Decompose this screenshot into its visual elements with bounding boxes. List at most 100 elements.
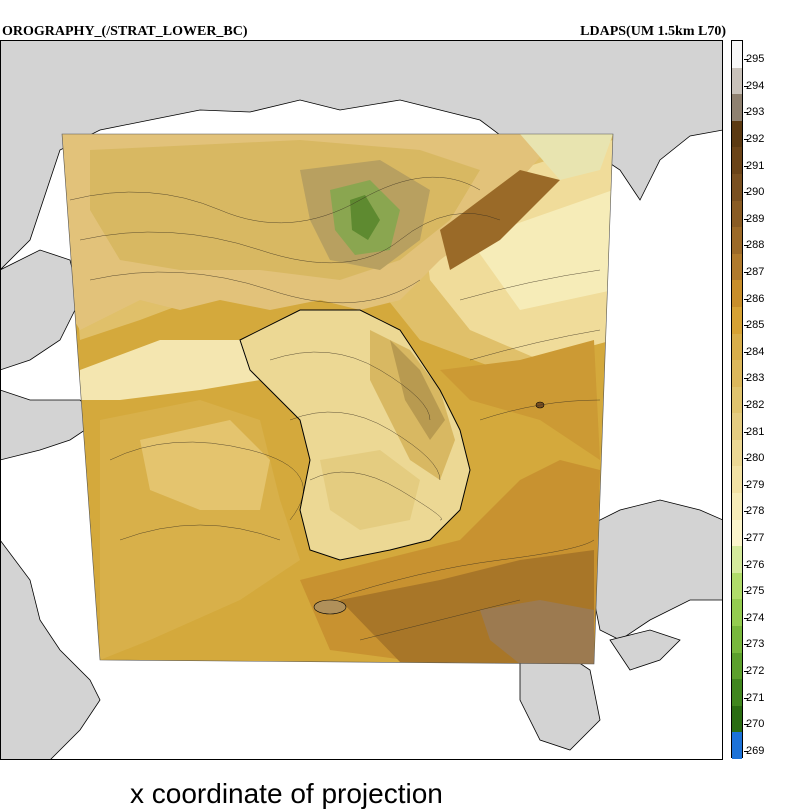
map-panel	[0, 40, 723, 760]
jeju-island	[313, 599, 347, 615]
colorbar-tick	[744, 165, 748, 167]
colorbar-segment	[732, 333, 742, 361]
land-outside-domain	[0, 40, 723, 760]
colorbar-tick	[744, 724, 748, 726]
colorbar-segment	[732, 546, 742, 574]
colorbar-segment	[732, 360, 742, 388]
contour-line	[109, 441, 304, 521]
west-bay-shade	[80, 340, 260, 400]
colorbar-tick	[744, 298, 748, 300]
colorbar-segment	[732, 386, 742, 414]
colorbar-label: 284	[746, 345, 765, 358]
model-domain	[62, 134, 613, 664]
contour-line	[329, 539, 595, 601]
colorbar-label: 280	[746, 452, 765, 465]
colorbar-tick	[744, 245, 748, 247]
colorbar-label: 289	[746, 212, 765, 225]
colorbar-tick	[744, 484, 748, 486]
colorbar-label: 287	[746, 266, 765, 279]
colorbar-tick	[744, 272, 748, 274]
colorbar-label: 293	[746, 106, 765, 119]
east-sea-south-shade	[440, 340, 600, 460]
northeast-corner	[520, 134, 613, 180]
contour-line	[359, 599, 521, 641]
colorbar-label: 279	[746, 478, 765, 491]
colorbar-tick	[744, 112, 748, 114]
colorbar-label: 281	[746, 425, 765, 438]
honshu-land	[579, 499, 723, 641]
shikoku-land	[609, 629, 681, 671]
kyushu-domain	[480, 600, 594, 664]
colorbar-tick	[744, 670, 748, 672]
colorbar-segment	[732, 120, 742, 148]
colorbar-segment	[732, 493, 742, 521]
colorbar-tick	[744, 591, 748, 593]
colorbar-label: 291	[746, 159, 765, 172]
summit-area	[350, 195, 380, 240]
colorbar-label: 274	[746, 611, 765, 624]
colorbar-label: 286	[746, 292, 765, 305]
colorbar-tick	[744, 617, 748, 619]
colorbar-label: 275	[746, 585, 765, 598]
colorbar-segment	[732, 253, 742, 281]
colorbar-segment	[732, 652, 742, 680]
colorbar-segment	[732, 732, 742, 760]
colorbar-segment	[732, 200, 742, 228]
colorbar-tick	[744, 431, 748, 433]
orography-map	[0, 40, 723, 760]
colorbar-label: 271	[746, 691, 765, 704]
east-ridge	[390, 340, 445, 440]
colorbar-segment	[732, 413, 742, 441]
contour-lines	[69, 176, 601, 641]
colorbar-tick	[744, 750, 748, 752]
colorbar-label: 295	[746, 53, 765, 66]
colorbar-label: 294	[746, 79, 765, 92]
colorbar-tick	[744, 85, 748, 87]
colorbar-label: 290	[746, 186, 765, 199]
contour-line	[89, 271, 421, 304]
colorbar-tick	[744, 139, 748, 141]
colorbar-tick	[744, 59, 748, 61]
colorbar-tick	[744, 564, 748, 566]
domain-border	[61, 133, 614, 665]
colorbar-tick	[744, 511, 748, 513]
colorbar-tick	[744, 378, 748, 380]
x-axis-label: x coordinate of projection	[130, 778, 443, 809]
contour-line	[269, 351, 431, 421]
colorbar-segment	[732, 679, 742, 707]
colorbar-label: 288	[746, 239, 765, 252]
colorbar-label: 270	[746, 718, 765, 731]
colorbar-segment	[732, 280, 742, 308]
colorbar	[731, 40, 743, 760]
colorbar-segment	[732, 439, 742, 467]
colorbar-segment	[732, 147, 742, 175]
colorbar-tick	[744, 458, 748, 460]
colorbar-segment	[732, 626, 742, 654]
colorbar-label: 272	[746, 664, 765, 677]
east-china-coast	[0, 539, 101, 760]
contour-line	[479, 399, 601, 421]
figure-title-left: OROGRAPHY_(/STRAT_LOWER_BC)	[2, 24, 248, 39]
east-sea-lighter-shade	[470, 190, 613, 310]
contour-line	[119, 524, 281, 541]
contour-line	[69, 176, 481, 224]
colorbar-label: 283	[746, 372, 765, 385]
colorbar-segment	[732, 705, 742, 733]
colorbar-label: 273	[746, 638, 765, 651]
colorbar-label: 282	[746, 399, 765, 411]
colorbar-label: 292	[746, 133, 765, 146]
contour-line	[309, 471, 442, 521]
colorbar-segment	[732, 227, 742, 255]
west-landmass	[0, 249, 81, 371]
contour-line	[289, 411, 441, 481]
colorbar-segment	[732, 572, 742, 600]
colorbar-segment	[732, 41, 742, 69]
colorbar-label: 285	[746, 319, 765, 332]
colorbar-tick	[744, 351, 748, 353]
map-border	[0, 40, 723, 760]
contour-line	[459, 269, 601, 301]
colorbar-tick	[744, 218, 748, 220]
colorbar-tick	[744, 192, 748, 194]
colorbar-tick	[744, 537, 748, 539]
peninsula-coastline	[239, 309, 471, 561]
